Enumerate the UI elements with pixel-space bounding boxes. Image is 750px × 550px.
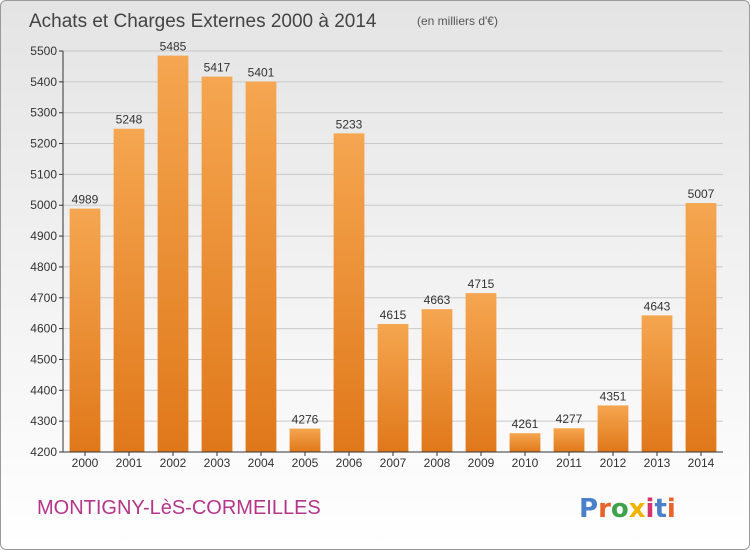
- x-tick-label: 2009: [468, 456, 495, 470]
- x-tick-label: 2012: [600, 456, 627, 470]
- y-tick-label: 5100: [30, 167, 57, 181]
- x-tick-label: 2008: [424, 456, 451, 470]
- y-tick-label: 4500: [30, 352, 57, 366]
- x-tick-label: 2007: [380, 456, 407, 470]
- x-tick-label: 2003: [204, 456, 231, 470]
- bar: [465, 293, 497, 452]
- y-axis-ticks: 4200 4300 4400 4500 4600 4700 4800 4900 5000 5100…: [30, 44, 63, 459]
- bar: [333, 133, 365, 452]
- bar: [69, 208, 101, 452]
- data-label: 4276: [292, 413, 319, 427]
- data-label: 5233: [336, 117, 363, 131]
- brand-logo: Proxiti: [579, 494, 676, 524]
- data-label: 5248: [116, 113, 143, 127]
- x-tick-label: 2001: [116, 456, 143, 470]
- x-axis-ticks: 2000 2001 2002 2003 2004 2005 2006 2007 2008 2009…: [72, 452, 715, 470]
- y-tick-label: 5500: [30, 44, 57, 58]
- x-tick-label: 2004: [248, 456, 275, 470]
- y-tick-label: 4300: [30, 414, 57, 428]
- bar: [201, 76, 233, 453]
- data-label: 4261: [512, 417, 539, 431]
- data-label: 4277: [556, 412, 583, 426]
- x-tick-label: 2010: [512, 456, 539, 470]
- y-tick-label: 5400: [30, 75, 57, 89]
- data-label: 4715: [468, 277, 495, 291]
- y-tick-label: 4800: [30, 260, 57, 274]
- bar: [641, 315, 673, 452]
- data-label: 5485: [160, 40, 187, 54]
- y-tick-label: 5300: [30, 106, 57, 120]
- bar: [377, 323, 409, 452]
- y-tick-label: 5000: [30, 198, 57, 212]
- bar: [553, 428, 585, 452]
- data-label: 5007: [688, 187, 715, 201]
- y-tick-label: 4400: [30, 383, 57, 397]
- bar: [157, 55, 189, 452]
- data-label: 5417: [204, 61, 231, 75]
- x-tick-label: 2011: [556, 456, 582, 470]
- x-tick-label: 2005: [292, 456, 319, 470]
- chart-subtitle: (en milliers d'€): [417, 14, 498, 28]
- y-tick-label: 4200: [30, 445, 57, 459]
- x-tick-label: 2013: [644, 456, 671, 470]
- chart-title: Achats et Charges Externes 2000 à 2014: [29, 11, 377, 32]
- data-label: 4663: [424, 293, 451, 307]
- y-tick-label: 4600: [30, 322, 57, 336]
- data-label: 4615: [380, 308, 407, 322]
- bar: [597, 405, 629, 452]
- x-tick-label: 2002: [160, 456, 187, 470]
- data-labels: 4989 5248 5485 5417 5401 4276 5233 4615 4663 4715…: [72, 40, 715, 432]
- bar: [245, 81, 277, 452]
- y-tick-label: 4700: [30, 291, 57, 305]
- bar: [289, 428, 321, 452]
- data-label: 4351: [600, 389, 627, 403]
- bar: [113, 128, 145, 452]
- data-label: 4643: [644, 299, 671, 313]
- y-tick-label: 5200: [30, 137, 57, 151]
- bar: [421, 309, 453, 452]
- x-tick-label: 2006: [336, 456, 363, 470]
- bar: [685, 203, 717, 452]
- data-label: 5401: [248, 66, 275, 80]
- data-label: 4989: [72, 193, 99, 207]
- y-tick-label: 4900: [30, 229, 57, 243]
- bars: [69, 55, 717, 453]
- x-tick-label: 2014: [688, 456, 715, 470]
- bar: [509, 433, 541, 452]
- location-label: MONTIGNY-LèS-CORMEILLES: [37, 497, 321, 519]
- x-tick-label: 2000: [72, 456, 99, 470]
